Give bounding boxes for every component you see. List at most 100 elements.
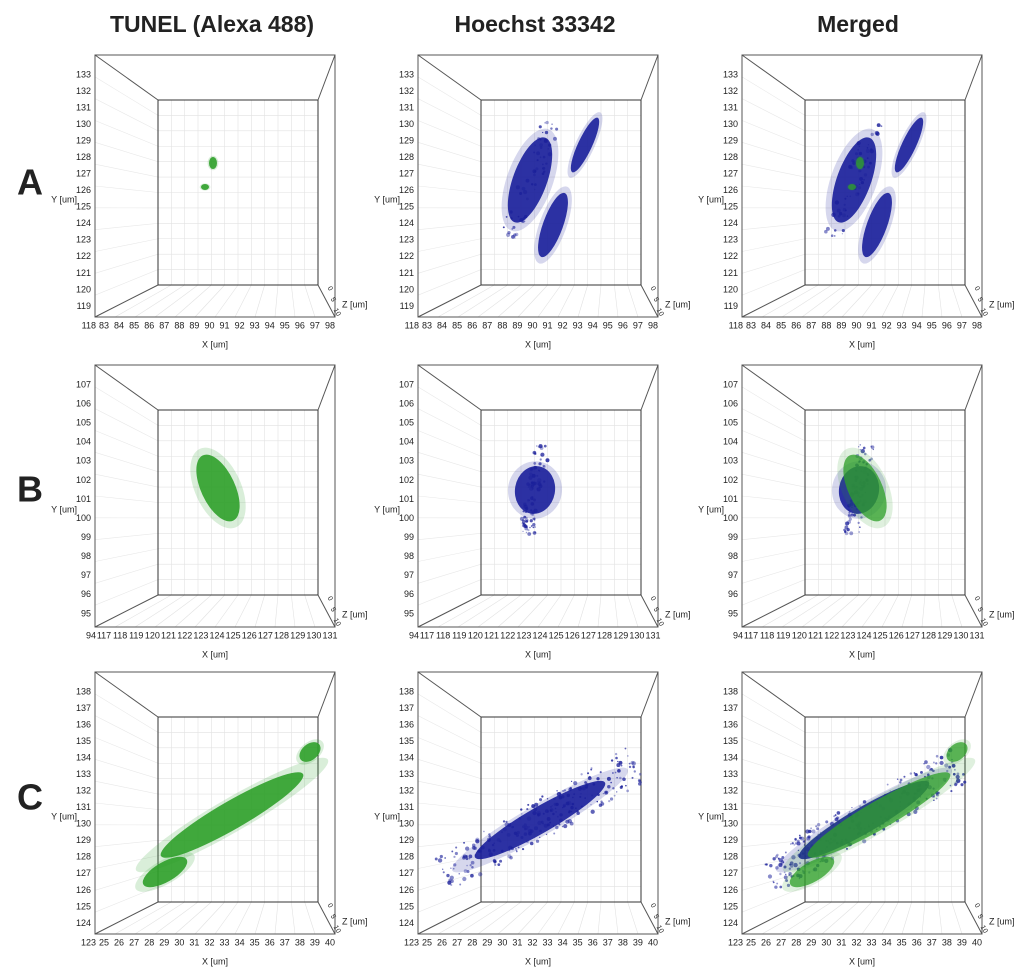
y-tick-label: 102 bbox=[76, 475, 91, 485]
y-tick-label: 121 bbox=[76, 268, 91, 278]
speckle bbox=[834, 814, 837, 817]
x-tick-label: 35 bbox=[897, 937, 907, 947]
grid-line bbox=[477, 901, 522, 935]
box-edge bbox=[741, 671, 806, 718]
x-tick-label: 36 bbox=[588, 937, 598, 947]
speckle bbox=[870, 457, 873, 461]
z-tick-label: 5 bbox=[329, 606, 337, 613]
box-edge bbox=[417, 284, 482, 318]
x-tick-label: 92 bbox=[558, 320, 568, 330]
speckle bbox=[523, 827, 527, 831]
x-tick-label: 124 bbox=[532, 630, 547, 640]
speckle bbox=[776, 853, 779, 857]
speckle bbox=[536, 159, 539, 162]
speckle bbox=[567, 800, 572, 806]
y-tick-label: 129 bbox=[76, 835, 91, 845]
y-tick-label: 131 bbox=[76, 102, 91, 112]
grid-line bbox=[741, 408, 806, 442]
speckle bbox=[565, 819, 570, 824]
axis-label: X [um] bbox=[202, 956, 228, 966]
speckle bbox=[475, 837, 480, 842]
y-tick-label: 107 bbox=[723, 379, 738, 389]
speckle bbox=[590, 768, 593, 771]
back-face bbox=[480, 99, 642, 286]
x-tick-label: 95 bbox=[280, 320, 290, 330]
y-tick-label: 125 bbox=[76, 202, 91, 212]
speckle bbox=[528, 826, 530, 828]
y-tick-label: 105 bbox=[76, 418, 91, 428]
axis-label: Y [um] bbox=[374, 194, 400, 204]
x-tick-label: 27 bbox=[129, 937, 139, 947]
y-tick-label: 127 bbox=[723, 868, 738, 878]
box-edge bbox=[94, 284, 159, 318]
grid-line bbox=[557, 901, 575, 935]
grid-line bbox=[821, 594, 859, 628]
x-tick-label: 89 bbox=[512, 320, 522, 330]
x-tick-label: 91 bbox=[867, 320, 877, 330]
speckle bbox=[767, 874, 773, 879]
grid-line bbox=[761, 594, 819, 628]
speckle bbox=[920, 770, 923, 774]
speckle bbox=[525, 531, 528, 534]
grid-line bbox=[761, 901, 819, 935]
x-tick-label: 131 bbox=[969, 630, 984, 640]
speckle bbox=[526, 808, 529, 811]
speckle bbox=[810, 827, 813, 830]
box-edge bbox=[741, 284, 806, 318]
speckle bbox=[846, 527, 850, 532]
grid-line bbox=[417, 715, 482, 749]
y-tick-label: 95 bbox=[404, 608, 414, 618]
speckle bbox=[915, 773, 919, 777]
x-tick-label: 127 bbox=[258, 630, 273, 640]
axis-label: Z [um] bbox=[342, 609, 368, 619]
speckle bbox=[803, 844, 806, 846]
speckle bbox=[867, 144, 870, 146]
x-tick-label: 130 bbox=[953, 630, 968, 640]
speckle bbox=[880, 125, 883, 128]
y-tick-label: 129 bbox=[76, 136, 91, 146]
axis-label: Y [um] bbox=[374, 504, 400, 514]
speckle bbox=[862, 446, 866, 450]
speckle bbox=[450, 883, 453, 886]
grid-line bbox=[741, 780, 806, 795]
speckle bbox=[523, 823, 527, 827]
axis-label: Z [um] bbox=[342, 916, 368, 926]
speckle bbox=[866, 157, 869, 160]
speckle bbox=[513, 233, 517, 237]
speckle bbox=[838, 212, 843, 216]
speckle bbox=[862, 839, 867, 844]
speckle bbox=[562, 803, 567, 808]
x-tick-label: 36 bbox=[265, 937, 275, 947]
x-tick-label: 118 bbox=[760, 630, 774, 640]
y-tick-label: 125 bbox=[399, 202, 414, 212]
y-tick-label: 133 bbox=[76, 769, 91, 779]
y-tick-label: 120 bbox=[399, 284, 414, 294]
speckle bbox=[841, 228, 845, 233]
speckle bbox=[542, 465, 546, 468]
speckle bbox=[539, 798, 543, 802]
grid-line bbox=[614, 901, 619, 935]
cell bbox=[474, 780, 606, 860]
y-tick-label: 130 bbox=[399, 119, 414, 129]
speckle bbox=[944, 763, 949, 768]
grid-line bbox=[881, 284, 899, 318]
y-tick-label: 124 bbox=[76, 918, 91, 928]
speckle bbox=[616, 763, 621, 768]
grid-line bbox=[741, 269, 806, 296]
cell bbox=[201, 184, 209, 190]
y-tick-label: 101 bbox=[76, 494, 91, 504]
y-tick-label: 104 bbox=[399, 437, 414, 447]
speckle bbox=[825, 226, 830, 231]
speckle bbox=[478, 872, 483, 877]
speckle bbox=[533, 151, 536, 154]
y-tick-label: 104 bbox=[723, 437, 738, 447]
speckle bbox=[866, 147, 869, 149]
grid-line bbox=[457, 901, 508, 935]
speckle bbox=[539, 146, 543, 150]
speckle bbox=[599, 771, 602, 774]
y-tick-label: 135 bbox=[399, 736, 414, 746]
y-tick-label: 121 bbox=[399, 268, 414, 278]
grid-line bbox=[417, 886, 482, 913]
grid-line bbox=[94, 533, 159, 540]
x-tick-label: 97 bbox=[957, 320, 967, 330]
